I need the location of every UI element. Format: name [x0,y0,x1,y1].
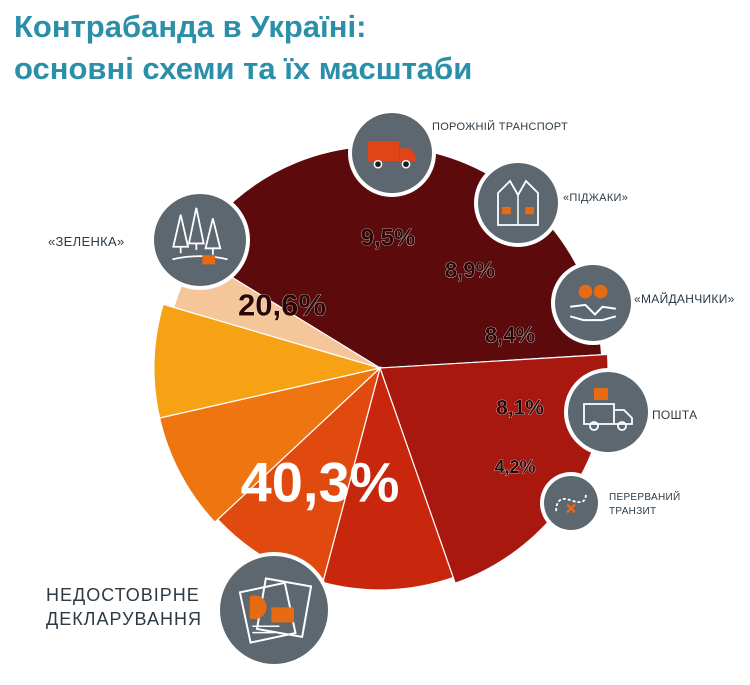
pie-slice [153,303,383,419]
page-title: Контрабанда в Україні: основні схеми та … [14,6,472,90]
truck-icon [348,109,436,197]
slice-value-label: 9,5% [361,225,416,252]
category-label-line: НЕДОСТОВІРНЕ [46,585,200,605]
pie-slice [322,365,454,591]
forest-icon [150,190,250,290]
handshake-icon [551,261,635,345]
slice-value-label: 8,4% [485,323,535,348]
category-label-line: ПОРОЖНІЙ ТРАНСПОРТ [432,121,568,133]
title-line-1: Контрабанда в Україні: [14,9,367,44]
slice-icons [150,109,652,668]
title-line-2: основні схеми та їх масштаби [14,51,473,86]
pie-slice [158,366,383,524]
category-label-line: «ЗЕЛЕНКА» [48,234,125,249]
category-label: «ПІДЖАКИ» [563,191,628,206]
slice-value-label: 20,6% [238,288,326,323]
slice-value-label: 40,3% [241,451,400,514]
value-labels: 40,3% 20,6% 9,5% 8,9% 8,4% 8,1% 4,2% [238,224,545,514]
category-label: НЕДОСТОВІРНЕ ДЕКЛАРУВАННЯ [46,583,202,632]
category-label: «ЗЕЛЕНКА» [48,233,125,251]
category-label: ПОРОЖНІЙ ТРАНСПОРТ [432,120,568,135]
slice-value-label: 8,9% [445,258,495,283]
category-label-line: «МАЙДАНЧИКИ» [634,292,735,306]
broken-route-icon [540,472,602,534]
jacket-icon [474,159,562,247]
category-label: ПОШТА [652,407,697,423]
delivery-van-icon [564,368,652,456]
pie-slices [153,145,609,591]
category-label-line: «ПІДЖАКИ» [563,192,629,204]
category-label: ПЕРЕРВАНИЙ ТРАНЗИТ [609,491,680,518]
category-label-line: ДЕКЛАРУВАННЯ [46,609,202,630]
documents-icon [216,552,332,668]
category-label-line: ПЕРЕРВАНИЙ [609,492,681,503]
slice-value-label: 4,2% [494,457,535,477]
category-label: «МАЙДАНЧИКИ» [634,291,735,307]
slice-value-label: 8,1% [496,397,544,420]
category-label-line: ПОШТА [652,408,698,422]
category-label-line: ТРАНЗИТ [609,505,657,517]
